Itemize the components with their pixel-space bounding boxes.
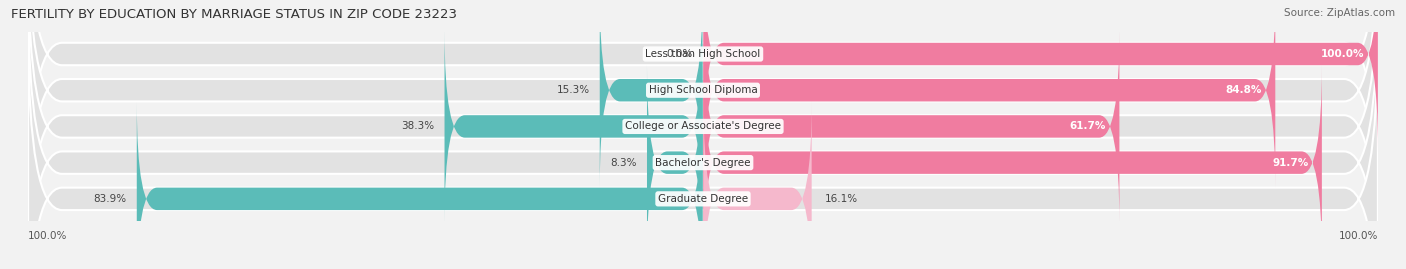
Text: 0.0%: 0.0% — [666, 49, 693, 59]
Text: 61.7%: 61.7% — [1070, 121, 1107, 132]
Text: FERTILITY BY EDUCATION BY MARRIAGE STATUS IN ZIP CODE 23223: FERTILITY BY EDUCATION BY MARRIAGE STATU… — [11, 8, 457, 21]
FancyBboxPatch shape — [600, 0, 703, 188]
Text: 15.3%: 15.3% — [557, 85, 589, 95]
FancyBboxPatch shape — [28, 0, 1378, 269]
Text: 8.3%: 8.3% — [610, 158, 637, 168]
Text: 91.7%: 91.7% — [1272, 158, 1309, 168]
FancyBboxPatch shape — [28, 0, 1378, 260]
Text: 100.0%: 100.0% — [28, 231, 67, 241]
FancyBboxPatch shape — [703, 0, 1378, 151]
FancyBboxPatch shape — [703, 101, 811, 269]
Text: 38.3%: 38.3% — [401, 121, 434, 132]
FancyBboxPatch shape — [703, 65, 1322, 260]
Text: Bachelor's Degree: Bachelor's Degree — [655, 158, 751, 168]
FancyBboxPatch shape — [444, 29, 703, 224]
Text: 100.0%: 100.0% — [1320, 49, 1364, 59]
Text: 16.1%: 16.1% — [825, 194, 858, 204]
FancyBboxPatch shape — [28, 29, 1378, 269]
Text: 84.8%: 84.8% — [1226, 85, 1261, 95]
FancyBboxPatch shape — [703, 29, 1119, 224]
FancyBboxPatch shape — [136, 101, 703, 269]
Text: High School Diploma: High School Diploma — [648, 85, 758, 95]
FancyBboxPatch shape — [647, 65, 703, 260]
Text: 83.9%: 83.9% — [94, 194, 127, 204]
Text: Source: ZipAtlas.com: Source: ZipAtlas.com — [1284, 8, 1395, 18]
FancyBboxPatch shape — [703, 0, 1275, 188]
Text: College or Associate's Degree: College or Associate's Degree — [626, 121, 780, 132]
FancyBboxPatch shape — [28, 0, 1378, 224]
Text: Less than High School: Less than High School — [645, 49, 761, 59]
FancyBboxPatch shape — [28, 0, 1378, 269]
Text: Graduate Degree: Graduate Degree — [658, 194, 748, 204]
Text: 100.0%: 100.0% — [1339, 231, 1378, 241]
